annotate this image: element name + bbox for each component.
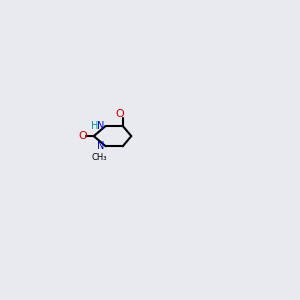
Text: O: O [79,131,87,141]
Text: N: N [98,141,105,151]
Text: N: N [98,121,105,131]
Text: O: O [115,109,124,118]
Text: H: H [91,121,98,131]
Text: CH₃: CH₃ [92,152,107,161]
